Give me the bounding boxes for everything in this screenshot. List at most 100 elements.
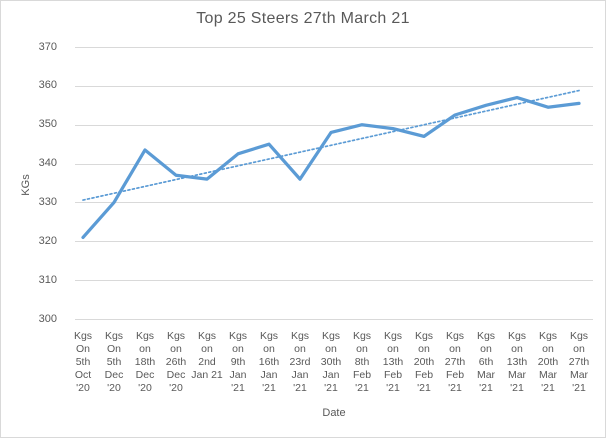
x-category-label-line: '20 (107, 382, 121, 394)
x-category-label-line: Mar (476, 369, 496, 381)
x-category-label-line: Jan (322, 369, 340, 381)
x-category-label-line: Feb (445, 369, 465, 381)
x-category-label-line: on (418, 343, 430, 355)
x-category-label-line: On (106, 343, 121, 355)
chart-title: Top 25 Steers 27th March 21 (196, 10, 410, 27)
x-category-label-line: 13th (506, 356, 528, 368)
x-category-label-line: on (170, 343, 182, 355)
x-category-label-line: on (232, 343, 244, 355)
x-category-label-line: Kgs (445, 330, 465, 342)
x-category-label-line: 13th (382, 356, 404, 368)
y-tick-label: 350 (38, 118, 57, 131)
x-category-label-line: on (449, 343, 461, 355)
x-category-label: Kgs on 27th Mar '21 (557, 330, 601, 395)
x-category-label-line: on (511, 343, 523, 355)
x-category-label-line: Mar (538, 369, 558, 381)
x-category-label-line: Jan (229, 369, 247, 381)
x-category-label-line: Feb (414, 369, 434, 381)
x-category-label-line: on (201, 343, 213, 355)
x-category-label-line: Dec (135, 369, 155, 381)
x-category-label-line: Kgs (166, 330, 186, 342)
x-category-label: Kgs on 26th Dec '20 (154, 330, 198, 395)
x-category-label-line: 20th (537, 356, 559, 368)
y-tick-label: 310 (38, 273, 57, 286)
x-category-label-line: Mar (507, 369, 527, 381)
x-category-label-line: Oct (74, 369, 92, 381)
x-category-label-line: '21 (448, 382, 462, 394)
x-category-label: Kgs on 9th Jan '21 (216, 330, 260, 395)
x-category-label-line: '21 (541, 382, 555, 394)
x-category-label-line: Kgs (135, 330, 155, 342)
x-category-label-line: Kgs (507, 330, 527, 342)
x-category-label-line: Kgs (73, 330, 93, 342)
x-category-label-line: '21 (510, 382, 524, 394)
x-category-label-line: Jan (260, 369, 278, 381)
x-category-label-line: 26th (165, 356, 187, 368)
x-category-label-line: Feb (383, 369, 403, 381)
x-category-label-line: on (387, 343, 399, 355)
x-category-label-line: on (356, 343, 368, 355)
x-category-label-line: Kgs (197, 330, 217, 342)
x-category-label: Kgs on 6th Mar '21 (464, 330, 508, 395)
x-category-label-line: '21 (355, 382, 369, 394)
x-category-label-line: on (294, 343, 306, 355)
x-category-label-line: 30th (320, 356, 342, 368)
x-category-label-line: '21 (324, 382, 338, 394)
x-category-label-line: 23rd (289, 356, 311, 368)
x-category-label-line: Jan (291, 369, 309, 381)
x-category-label: Kgs on 8th Feb '21 (340, 330, 384, 395)
y-tick-label: 370 (38, 40, 57, 53)
x-category-label-line: 27th (444, 356, 466, 368)
x-category-label-line: on (325, 343, 337, 355)
x-category-label: Kgs on 2nd Jan 21 (185, 330, 229, 382)
x-category-label-line: 8th (354, 356, 370, 368)
x-category-label: Kgs on 30th Jan '21 (309, 330, 353, 395)
x-category-label-line: 2nd (198, 356, 216, 368)
x-category-label: Kgs on 16th Jan '21 (247, 330, 291, 395)
x-category-label-line: Kgs (569, 330, 589, 342)
x-category-label-line: on (139, 343, 151, 355)
x-category-label-line: Kgs (259, 330, 279, 342)
x-category-label: Kgs on 13th Mar '21 (495, 330, 539, 395)
x-category-label: Kgs on 20th Mar '21 (526, 330, 570, 395)
series-line[interactable] (81, 95, 581, 240)
x-category-label-line: Kgs (476, 330, 496, 342)
x-category-label-line: 18th (134, 356, 156, 368)
x-category-label-line: on (542, 343, 554, 355)
x-category-label: Kgs on 13th Feb '21 (371, 330, 415, 395)
x-category-label: Kgs on 18th Dec '20 (123, 330, 167, 395)
x-category-label: Kgs On 5th Dec '20 (92, 330, 136, 395)
x-category-label-line: 20th (413, 356, 435, 368)
x-category-label-line: Kgs (383, 330, 403, 342)
x-category-label-line: '21 (262, 382, 276, 394)
x-category-label-line: '21 (479, 382, 493, 394)
x-category-label-line: '20 (76, 382, 90, 394)
x-category-label-line: Dec (104, 369, 124, 381)
x-category-label-line: on (263, 343, 275, 355)
x-category-label-line: Feb (352, 369, 372, 381)
x-category-label-line: '21 (231, 382, 245, 394)
x-category-label-line: '21 (417, 382, 431, 394)
x-category-label-line: 27th (568, 356, 590, 368)
y-tick-label: 320 (38, 234, 57, 247)
x-category-label: Kgs On 5th Oct '20 (61, 330, 105, 395)
x-category-label-line: 6th (478, 356, 494, 368)
x-category-label-line: '21 (386, 382, 400, 394)
y-tick-label: 300 (38, 312, 57, 325)
x-category-label-line: Kgs (290, 330, 310, 342)
x-category-label: Kgs on 27th Feb '21 (433, 330, 477, 395)
x-category-label-line: 9th (230, 356, 246, 368)
x-category-label: Kgs on 20th Feb '21 (402, 330, 446, 395)
trendline[interactable] (82, 89, 580, 201)
x-category-label-line: Kgs (104, 330, 124, 342)
x-category-label-line: Kgs (352, 330, 372, 342)
x-category-label-line: on (480, 343, 492, 355)
x-category-label-line: on (573, 343, 585, 355)
x-category-label-line: Dec (166, 369, 186, 381)
x-category-label-line: Jan 21 (191, 369, 223, 381)
x-category-label-line: '21 (572, 382, 586, 394)
x-category-label-line: '20 (169, 382, 183, 394)
x-category-label-line: 5th (75, 356, 91, 368)
